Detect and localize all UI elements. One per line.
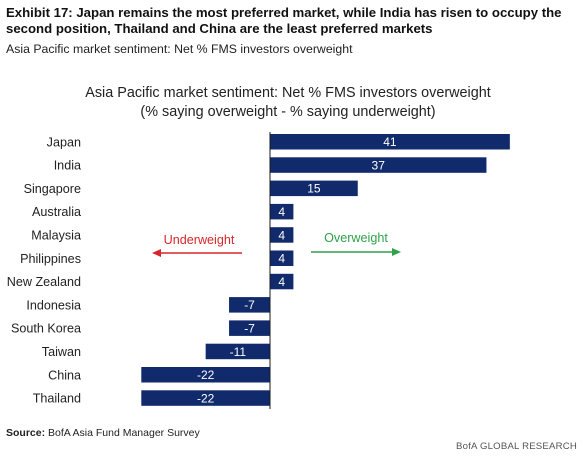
value-label-new-zealand: 4: [278, 275, 285, 289]
chart-title: Asia Pacific market sentiment: Net % FMS…: [85, 85, 490, 101]
bar-new-zealand: [270, 273, 294, 290]
bar-thailand: [141, 390, 270, 406]
category-label-singapore: Singapore: [24, 182, 81, 196]
underweight-arrow-icon: [152, 249, 242, 257]
category-label-indonesia: Indonesia: [26, 298, 81, 312]
overweight-label: Overweight: [324, 231, 388, 245]
value-label-india: 37: [372, 158, 386, 172]
value-label-singapore: 15: [307, 182, 321, 196]
bar-china: [141, 367, 270, 383]
bar-indonesia: [229, 297, 270, 313]
bar-south-korea: [229, 320, 270, 336]
source-note: Source: BofA Asia Fund Manager Survey: [6, 427, 200, 439]
value-label-china: -22: [197, 368, 215, 382]
overweight-arrow-icon: [311, 248, 401, 256]
category-label-australia: Australia: [32, 205, 81, 219]
bar-japan: [270, 134, 510, 150]
bar-taiwan: [205, 343, 270, 360]
value-label-australia: 4: [278, 205, 285, 219]
branding: BofA GLOBAL RESEARCH: [456, 441, 577, 452]
category-label-taiwan: Taiwan: [42, 345, 81, 359]
value-label-thailand: -22: [197, 391, 215, 405]
category-label-philippines: Philippines: [20, 252, 81, 266]
bar-india: [270, 157, 487, 173]
value-label-malaysia: 4: [278, 228, 285, 242]
source-label: Source:: [6, 427, 46, 439]
category-label-new-zealand: New Zealand: [7, 275, 81, 289]
underweight-label: Underweight: [164, 233, 235, 247]
exhibit-subtitle: Asia Pacific market sentiment: Net % FMS…: [6, 42, 353, 56]
category-label-japan: Japan: [47, 135, 81, 149]
value-label-south-korea: -7: [244, 321, 255, 335]
bar-philippines: [270, 250, 294, 266]
chart-subtitle: (% saying overweight - % saying underwei…: [140, 104, 435, 120]
category-label-india: India: [54, 159, 81, 173]
bar-singapore: [270, 180, 358, 197]
category-label-thailand: Thailand: [33, 392, 81, 406]
exhibit-title: Exhibit 17: Japan remains the most prefe…: [6, 5, 562, 36]
category-label-china: China: [48, 368, 81, 382]
source-text: BofA Asia Fund Manager Survey: [45, 427, 200, 439]
category-label-south-korea: South Korea: [11, 322, 81, 336]
bar-malaysia: [270, 227, 294, 243]
bars-group: 41 Japan 37 India 15 Singapore 4 Australia 4 Mala…: [7, 134, 510, 406]
value-label-taiwan: -11: [230, 345, 247, 359]
category-label-malaysia: Malaysia: [31, 228, 81, 242]
value-label-philippines: 4: [278, 252, 285, 266]
value-label-japan: 41: [383, 135, 397, 149]
bar-australia: [270, 203, 294, 220]
value-label-indonesia: -7: [244, 298, 255, 312]
